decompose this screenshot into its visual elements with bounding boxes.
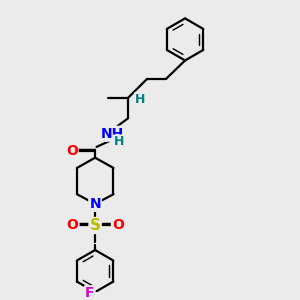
Text: O: O [112, 218, 124, 233]
Text: N: N [89, 197, 101, 211]
Text: O: O [66, 144, 78, 158]
Text: H: H [135, 93, 146, 106]
Text: O: O [67, 218, 79, 233]
Text: H: H [114, 135, 124, 148]
Text: NH: NH [101, 127, 124, 141]
Text: F: F [85, 286, 94, 300]
Text: S: S [90, 218, 101, 233]
